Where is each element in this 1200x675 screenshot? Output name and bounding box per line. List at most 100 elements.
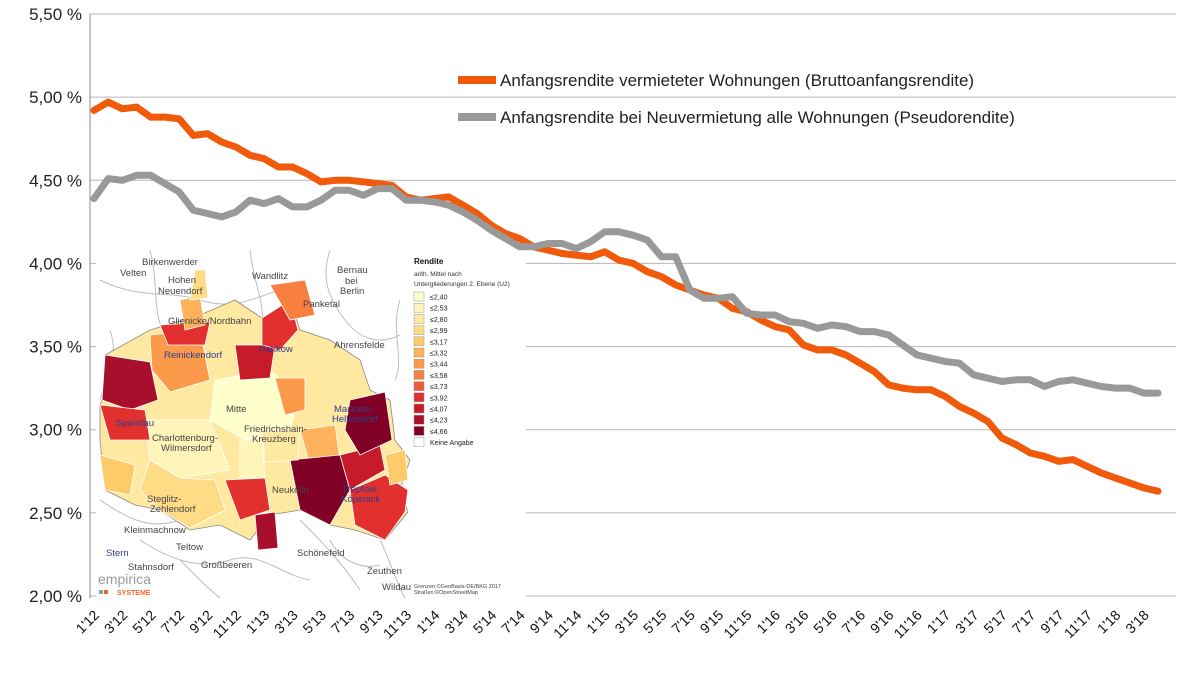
map-place-wilmersdorf: Wilmersdorf [161,443,212,454]
data-point-bruttoanfangsrendite [1126,479,1133,487]
map-place-hohen: Hohen [168,275,196,286]
map-legend-swatch [413,370,425,380]
data-point-pseudorendite [289,203,296,211]
data-point-bruttoanfangsrendite [658,273,665,281]
data-point-pseudorendite [473,216,481,224]
map-place-glienicke: Glienicke/Nordbahn [168,316,251,327]
x-tick-label: 11'17 [1061,607,1096,642]
x-tick-label: 1'14 [413,607,443,637]
data-point-pseudorendite [232,208,240,216]
map-credit-streets: Straßen:©OpenStreetMap [414,589,478,596]
x-tick-label: 1'15 [583,607,613,637]
data-point-pseudorendite [1027,376,1034,384]
data-point-pseudorendite [317,196,325,204]
map-place-stahnsdorf: Stahnsdorf [128,562,174,573]
x-tick-label: 7'13 [328,607,358,637]
map-legend-swatch [413,347,425,358]
data-point-pseudorendite [530,243,538,251]
data-point-bruttoanfangsrendite [175,115,183,123]
data-point-pseudorendite [459,208,467,216]
y-tick-label: 3,00 % [29,421,82,440]
map-place-panketal: Panketal [303,299,340,310]
data-point-pseudorendite [1140,389,1148,397]
data-point-bruttoanfangsrendite [984,418,992,425]
data-point-bruttoanfangsrendite [473,210,481,217]
data-point-pseudorendite [615,228,623,236]
logo-wordmark: empirica [98,571,151,587]
data-point-bruttoanfangsrendite [998,434,1006,442]
data-point-bruttoanfangsrendite [317,178,325,186]
data-point-bruttoanfangsrendite [1041,453,1048,460]
data-point-bruttoanfangsrendite [133,103,140,111]
data-point-pseudorendite [246,196,254,204]
data-point-bruttoanfangsrendite [544,246,552,254]
data-point-bruttoanfangsrendite [842,351,850,359]
data-point-bruttoanfangsrendite [771,323,779,330]
data-point-bruttoanfangsrendite [90,107,98,114]
data-point-pseudorendite [771,311,779,319]
map-legend-label: ≤3,73 [430,384,448,391]
map-place-stern: Stern [106,548,129,559]
series-line-bruttoanfangsrendite [90,98,1162,495]
map-place-birkenwerder: Birkenwerder [142,257,198,268]
data-point-pseudorendite [558,240,566,247]
data-point-pseudorendite [90,195,98,202]
x-tick-label: 5'16 [810,607,840,637]
data-point-pseudorendite [218,213,225,221]
inset-map-berlin: Velten Birkenwerder Hohen Neuendorf Wand… [96,248,526,599]
map-place-pankow: Pankow [259,344,293,355]
data-point-pseudorendite [431,198,438,206]
map-place-koepenick: Köpenick [341,494,380,505]
map-legend-label: ≤4,66 [430,429,448,436]
data-point-pseudorendite [147,172,154,179]
x-tick-label: 3'16 [782,607,812,637]
data-point-bruttoanfangsrendite [445,193,453,201]
map-legend-label: ≤2,53 [430,306,448,313]
y-axis-tick-labels: 2,00 % 2,50 % 3,00 % 3,50 % 4,00 % 4,50 % 5,00… [29,5,82,606]
map-legend-label: ≤3,32 [430,351,448,358]
map-legend-swatch [413,314,425,324]
chart-legend: Anfangsrendite vermieteter Wohnungen (Br… [458,71,1015,127]
data-point-pseudorendite [1012,376,1020,384]
data-point-pseudorendite [757,311,765,319]
map-place-schoenefeld: Schönefeld [297,548,345,559]
data-point-bruttoanfangsrendite [260,155,268,162]
data-point-bruttoanfangsrendite [161,113,169,121]
data-point-pseudorendite [601,228,608,236]
data-point-pseudorendite [360,192,367,199]
data-point-bruttoanfangsrendite [1055,458,1062,465]
data-point-pseudorendite [119,177,126,184]
data-point-pseudorendite [672,253,679,261]
data-point-pseudorendite [175,188,183,196]
data-point-bruttoanfangsrendite [147,113,154,121]
data-point-bruttoanfangsrendite [913,386,921,394]
data-point-pseudorendite [899,341,906,349]
data-point-pseudorendite [388,185,396,192]
data-point-bruttoanfangsrendite [1098,469,1105,477]
data-point-pseudorendite [1083,379,1091,387]
x-tick-label: 1'16 [753,607,783,637]
data-point-pseudorendite [998,378,1006,385]
map-place-zehlendorf: Zehlendorf [150,504,196,515]
data-point-pseudorendite [104,175,112,182]
data-point-bruttoanfangsrendite [1112,474,1119,482]
data-point-bruttoanfangsrendite [970,409,977,417]
logo-square-grey [99,590,103,594]
data-point-pseudorendite [800,320,807,327]
x-tick-label: 11'12 [209,607,244,642]
map-place-grossbeeren: Großbeeren [201,560,252,571]
data-point-bruttoanfangsrendite [814,346,821,354]
x-tick-label: 11'14 [550,607,585,642]
data-point-pseudorendite [658,253,665,261]
data-point-bruttoanfangsrendite [303,170,311,177]
map-place-wandlitz: Wandlitz [252,271,288,282]
data-point-bruttoanfangsrendite [785,326,793,334]
data-point-pseudorendite [984,374,992,382]
data-point-pseudorendite [700,295,708,302]
map-legend-swatch [413,403,425,414]
x-tick-label: 1'17 [924,607,954,637]
data-point-bruttoanfangsrendite [1069,456,1077,463]
map-place-kleinmachnow: Kleinmachnow [124,525,186,536]
x-tick-label: 1'13 [243,607,273,637]
map-place-wildau: Wildau [382,582,411,593]
